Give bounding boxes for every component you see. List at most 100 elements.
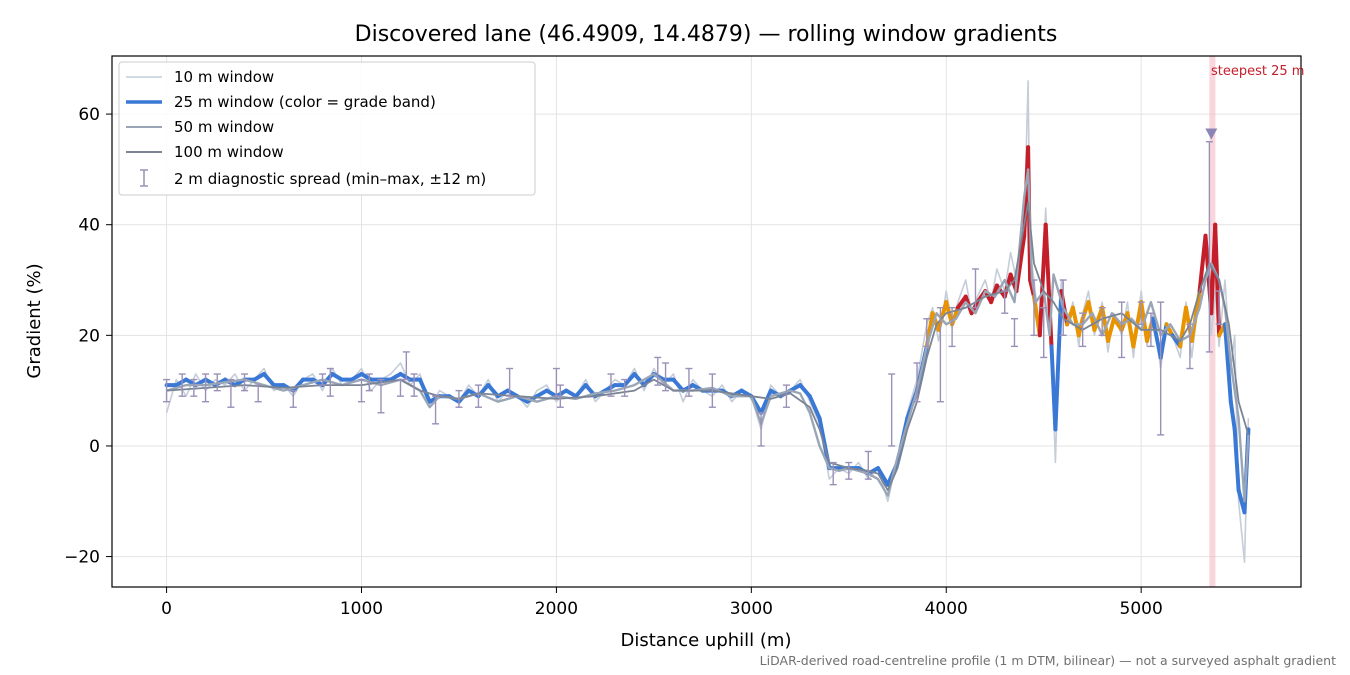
y-tick-label: 0 xyxy=(89,437,100,457)
spread-errorbar xyxy=(1137,301,1145,325)
spread-errorbar xyxy=(829,461,837,486)
spread-errorbar xyxy=(402,351,410,381)
series-25m-segment xyxy=(1150,316,1163,360)
series-25m-segment xyxy=(1014,233,1027,294)
axis-ticks: 0 1000 2000 3000 4000 5000 −20 0 20 40 60 xyxy=(64,105,1163,619)
spread-errorbar xyxy=(1059,279,1067,337)
spread-errorbar xyxy=(410,373,418,397)
y-tick-label: 40 xyxy=(78,216,100,236)
spread-errorbar xyxy=(254,384,262,403)
spread-errorbar xyxy=(1001,290,1009,314)
y-tick-label: 60 xyxy=(78,105,100,125)
data-marks xyxy=(163,56,1251,587)
legend: 10 m window 25 m window (color = grade b… xyxy=(118,61,536,196)
series-25m-segment xyxy=(671,377,686,393)
spread-errorbar xyxy=(556,384,564,408)
spread-errorbar xyxy=(506,367,514,397)
series-50m-line xyxy=(166,168,1250,503)
spread-errorbar xyxy=(289,389,297,408)
spread-errorbar xyxy=(1147,312,1155,348)
spread-errorbar xyxy=(432,395,440,425)
chart-title: Discovered lane (46.4909, 14.4879) — rol… xyxy=(355,22,1058,47)
spread-errorbar xyxy=(1030,279,1038,337)
series-25m-segment xyxy=(876,466,890,487)
spread-errorbar xyxy=(552,367,560,397)
legend-label-50m: 50 m window xyxy=(174,118,274,136)
spread-errorbar xyxy=(654,356,662,386)
spread-errorbar xyxy=(864,450,872,480)
spread-errorbar xyxy=(213,373,221,392)
series-25m-segment xyxy=(759,388,773,415)
y-tick-label: −20 xyxy=(64,548,100,568)
spread-errorbar xyxy=(1205,141,1213,353)
spread-errorbar xyxy=(319,373,327,386)
legend-label-100m: 100 m window xyxy=(174,143,284,161)
spread-errorbar xyxy=(923,318,931,348)
spread-errorbar xyxy=(1215,290,1223,325)
spread-errorbar xyxy=(178,373,186,397)
spread-errorbar xyxy=(662,362,670,392)
spread-errorbar xyxy=(455,389,463,408)
spread-errorbar xyxy=(1186,323,1194,370)
annotation-label: steepest 25 m xyxy=(1211,64,1304,79)
x-tick-label: 4000 xyxy=(925,599,968,619)
series-25m-segment xyxy=(1232,427,1241,493)
spread-errorbar xyxy=(1010,318,1018,348)
spread-errorbar xyxy=(202,373,210,403)
spread-errorbar xyxy=(377,378,385,414)
y-axis-label: Gradient (%) xyxy=(24,263,45,378)
series-25m-segment xyxy=(262,372,276,388)
spread-errorbar xyxy=(936,306,944,403)
grid xyxy=(112,56,1301,587)
spread-errorbar xyxy=(913,362,921,403)
spread-errorbar xyxy=(357,378,365,403)
y-tick-label: 20 xyxy=(78,326,100,346)
spread-errorbar xyxy=(845,461,853,480)
x-tick-label: 5000 xyxy=(1120,599,1163,619)
series-25m-segment xyxy=(807,394,822,421)
spread-errorbar xyxy=(685,367,693,397)
plot-frame xyxy=(111,55,1302,588)
spread-errorbar xyxy=(365,373,373,392)
spread-errorbar xyxy=(326,367,334,397)
series-25m-segment xyxy=(1228,399,1237,432)
spread-errorbar xyxy=(1040,306,1048,359)
spread-errorbar xyxy=(971,268,979,309)
series-25m-segment xyxy=(1106,316,1116,343)
x-tick-label: 2000 xyxy=(535,599,578,619)
spread-errorbar xyxy=(1118,301,1126,359)
spread-errorbar xyxy=(241,373,249,392)
spread-errorbar xyxy=(607,373,615,397)
series-25m-segment xyxy=(418,377,432,404)
spread-errorbar xyxy=(888,373,896,447)
spread-errorbar xyxy=(948,306,956,348)
series-25m-segment xyxy=(1070,305,1081,338)
legend-label-25m: 25 m window (color = grade band) xyxy=(174,93,436,111)
x-tick-label: 1000 xyxy=(340,599,383,619)
legend-label-10m: 10 m window xyxy=(174,68,274,86)
spread-errorbar xyxy=(1098,306,1106,337)
spread-errorbar xyxy=(782,384,790,408)
spread-errorbar xyxy=(708,373,716,408)
series-25m-segment xyxy=(457,388,471,404)
series-25m-segment xyxy=(632,372,647,388)
spread-errorbar xyxy=(474,384,482,408)
spread-errorbar xyxy=(163,378,171,403)
spread-errorbar xyxy=(757,412,765,447)
series-25m-segment xyxy=(1100,305,1110,343)
x-axis-label: Distance uphill (m) xyxy=(621,630,792,651)
series-25m-segment xyxy=(573,383,588,399)
spread-errorbar xyxy=(190,378,198,397)
legend-label-spread: 2 m diagnostic spread (min–max, ±12 m) xyxy=(174,170,486,188)
steepest-marker xyxy=(1205,128,1218,140)
series-25m-segment xyxy=(291,377,305,393)
series-25m-segment xyxy=(798,383,812,399)
spread-errorbar xyxy=(396,378,404,397)
series-25m-segment xyxy=(1223,322,1233,404)
legend-box xyxy=(118,61,536,196)
series-100m-line xyxy=(166,201,1250,492)
x-tick-label: 0 xyxy=(161,599,172,619)
spread-errorbar xyxy=(1157,301,1165,436)
spread-errorbar xyxy=(227,378,235,408)
